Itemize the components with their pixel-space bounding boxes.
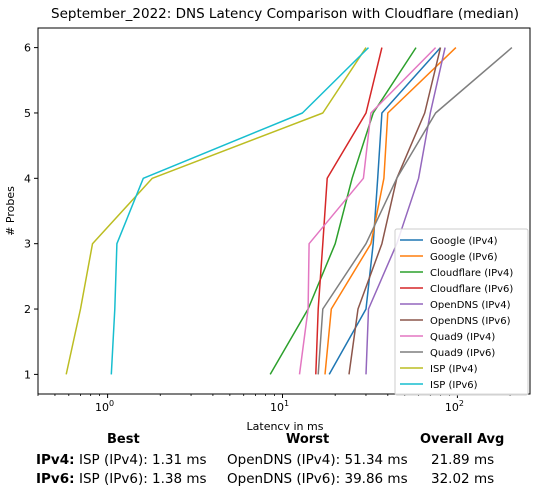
- series-line-cloudflare-ipv4: [269, 47, 417, 375]
- legend-label: Cloudflare (IPv6): [430, 284, 513, 295]
- y-tick-label: 4: [24, 172, 31, 185]
- series-line-quad9-ipv6: [317, 47, 513, 375]
- series-line-isp-ipv4: [65, 47, 367, 375]
- x-tick-label: 100: [95, 399, 114, 414]
- summary-best-value: ISP (IPv4): 1.31 ms: [79, 452, 207, 468]
- series-line-isp-ipv6: [110, 47, 370, 375]
- summary-row-ipv4: IPv4: ISP (IPv4): 1.31 ms OpenDNS (IPv4)…: [0, 452, 541, 472]
- summary-row-ipv6: IPv6: ISP (IPv6): 1.38 ms OpenDNS (IPv6)…: [0, 471, 541, 491]
- legend: Google (IPv4) Google (IPv6) Cloudflare (IP…: [394, 228, 529, 396]
- legend-label: Google (IPv4): [430, 236, 498, 247]
- y-tick-label: 3: [24, 238, 31, 251]
- series-layer: [65, 47, 513, 375]
- summary-header-worst: Worst: [286, 432, 330, 447]
- summary-protocol: IPv4:: [36, 452, 75, 468]
- latency-chart: September_2022: DNS Latency Comparison w…: [4, 6, 531, 430]
- legend-box: [394, 228, 529, 396]
- legend-label: Google (IPv6): [430, 252, 498, 263]
- summary-worst-value: OpenDNS (IPv6): 39.86 ms: [227, 471, 408, 487]
- summary-header-best: Best: [107, 432, 140, 447]
- series-line-quad9-ipv4: [298, 47, 437, 375]
- summary-best-value: ISP (IPv6): 1.38 ms: [79, 471, 207, 487]
- summary-worst-value: OpenDNS (IPv4): 51.34 ms: [227, 452, 408, 468]
- series-line-opendns-ipv4: [365, 47, 446, 375]
- plot-frame: [37, 27, 531, 395]
- chart-title: September_2022: DNS Latency Comparison w…: [51, 6, 519, 22]
- legend-label: Quad9 (IPv4): [430, 332, 495, 343]
- summary-table: Best Worst Overall Avg IPv4: ISP (IPv4):…: [0, 430, 541, 494]
- x-tick-label: 101: [270, 399, 289, 414]
- legend-label: OpenDNS (IPv6): [430, 316, 511, 327]
- series-line-google-ipv6: [324, 47, 457, 375]
- summary-avg-value: 21.89 ms: [431, 452, 495, 468]
- y-tick-label: 6: [24, 42, 31, 55]
- series-line-cloudflare-ipv6: [315, 47, 383, 375]
- legend-label: Quad9 (IPv6): [430, 348, 495, 359]
- legend-label: ISP (IPv4): [430, 364, 478, 375]
- legend-label: Cloudflare (IPv4): [430, 268, 513, 279]
- series-line-opendns-ipv6: [348, 47, 442, 375]
- y-axis-label: # Probes: [4, 186, 17, 236]
- x-axis-label: Latency in ms: [247, 420, 324, 430]
- summary-protocol: IPv6:: [36, 471, 75, 487]
- summary-avg-value: 32.02 ms: [431, 471, 495, 487]
- y-tick-label: 5: [24, 107, 31, 120]
- y-tick-label: 1: [24, 368, 31, 381]
- y-tick-label: 2: [24, 303, 31, 316]
- x-tick-label: 102: [445, 399, 464, 414]
- series-line-google-ipv4: [328, 47, 442, 375]
- legend-label: ISP (IPv6): [430, 380, 478, 391]
- legend-label: OpenDNS (IPv4): [430, 300, 511, 311]
- summary-header-avg: Overall Avg: [420, 432, 505, 447]
